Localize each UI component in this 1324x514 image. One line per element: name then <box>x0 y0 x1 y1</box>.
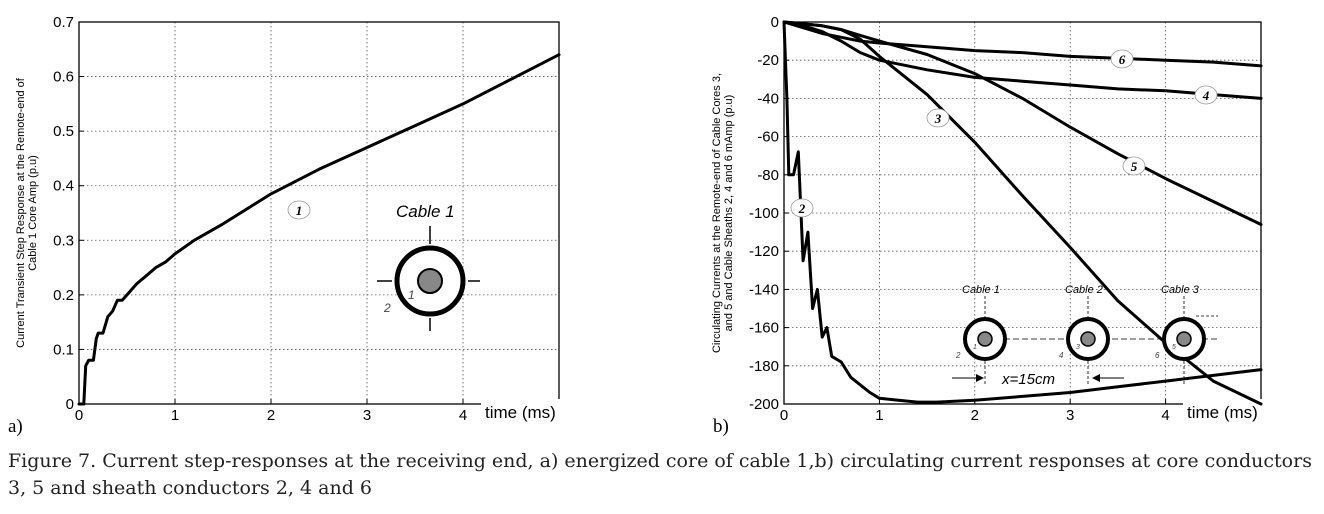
x-tick-label: 0 <box>780 407 788 424</box>
series-line-2 <box>782 20 1263 404</box>
caption-line-1: Figure 7. Current step-responses at the … <box>8 450 1312 472</box>
curve-label-bg <box>287 200 311 220</box>
x-tick-label: 3 <box>363 407 371 424</box>
y-tick-label: 0.6 <box>53 69 74 86</box>
sheath-label-2: 4 <box>1059 351 1064 360</box>
spacing-arrowhead <box>976 374 984 382</box>
y-tick-label: 0.5 <box>53 123 74 140</box>
figure-caption: Figure 7. Current step-responses at the … <box>8 448 1318 502</box>
caption-line-2: 3, 5 and sheath conductors 2, 4 and 6 <box>8 477 372 499</box>
chart-b: 0 1 2 3 4 0 -20 -40 -60 -80 -100 -120 -140 -160 -180 -2… <box>711 14 1263 437</box>
y-tick-label: 0.2 <box>53 287 74 304</box>
x-tick-label: 1 <box>171 407 179 424</box>
x-tick-label: 3 <box>1066 407 1074 424</box>
panel-label: a) <box>8 416 23 437</box>
cable-title-3: Cable 3 <box>1161 284 1200 296</box>
curve-label-bg <box>1122 156 1146 176</box>
y-tick-label: -20 <box>757 52 779 69</box>
y-tick-label: -60 <box>757 129 779 146</box>
sheath-label: 2 <box>383 301 391 315</box>
y-tick-label: 0 <box>771 14 779 31</box>
y-tick-label: -120 <box>749 243 779 260</box>
curve-label-1: 1 <box>296 203 303 218</box>
spacing-label: x=15cm <box>1001 371 1055 388</box>
y-tick-label: -200 <box>749 396 779 413</box>
y-tick-label: -100 <box>749 205 779 222</box>
panel-label: b) <box>713 416 729 437</box>
figure: 0 1 2 3 4 0 0.1 0.2 0.3 0.4 0.5 0.6 0.7 time (ms) Curr… <box>8 14 1263 437</box>
cable-inset-b: Cable 1 1 2 Cable 2 3 4 Cable 3 5 6 x=15cm <box>952 284 1218 388</box>
cable-core <box>417 268 443 294</box>
cable-1-title: Cable 1 <box>396 202 455 221</box>
sheath-label-3: 6 <box>1155 351 1160 360</box>
y-axis-label-line: Circulating Currents at the Remote-end o… <box>711 73 723 353</box>
chart-a: 0 1 2 3 4 0 0.1 0.2 0.3 0.4 0.5 0.6 0.7 time (ms) Curr… <box>8 14 561 437</box>
curve-label-2: 2 <box>798 201 806 216</box>
plot-frame <box>78 21 560 405</box>
y-axis-label: Circulating Currents at the Remote-end o… <box>711 73 735 353</box>
series-line-1 <box>77 53 561 406</box>
cable-title-2: Cable 2 <box>1065 284 1103 296</box>
curve-label-bg <box>926 108 950 128</box>
y-tick-label: -180 <box>749 358 779 375</box>
y-axis-label-line: and 5 and Cable Sheaths 2, 4 and 6 mAmp … <box>723 95 735 332</box>
y-axis-label-line: Cable 1 Core Amp (p.u) <box>27 155 39 271</box>
y-tick-label: -40 <box>757 90 779 107</box>
x-axis-label-bg <box>1183 399 1263 423</box>
x-axis-label: time (ms) <box>485 403 556 422</box>
curve-label-bg <box>1194 85 1218 105</box>
series-line-5 <box>782 20 1263 226</box>
y-tick-label: 0.3 <box>53 232 74 249</box>
x-axis-label-bg <box>481 399 561 423</box>
cable-inset-a: Cable 1 1 2 <box>377 202 480 331</box>
series-line-6 <box>782 20 1263 68</box>
y-tick-label: -140 <box>749 281 779 298</box>
curve-label-6: 6 <box>1119 52 1126 67</box>
curve-label-5: 5 <box>1131 159 1138 174</box>
cable-core-3 <box>1176 331 1192 347</box>
cable-core-1 <box>977 331 993 347</box>
spacing-arrowhead <box>1092 374 1100 382</box>
x-tick-label: 2 <box>971 407 979 424</box>
curve-label-3: 3 <box>934 111 942 126</box>
sheath-label-1: 2 <box>955 351 961 360</box>
x-tick-label: 1 <box>875 407 883 424</box>
curve-label-4: 4 <box>1202 88 1210 103</box>
y-tick-label: 0 <box>66 396 74 413</box>
y-tick-label: -160 <box>749 320 779 337</box>
y-tick-label: 0.7 <box>53 14 74 31</box>
x-tick-label: 0 <box>75 407 83 424</box>
x-tick-label: 4 <box>1161 407 1169 424</box>
y-axis-label-line: Current Transient Step Response at the R… <box>15 77 27 348</box>
curve-label-bg <box>790 198 814 218</box>
x-tick-label: 4 <box>459 407 467 424</box>
cable-core-2 <box>1080 331 1096 347</box>
y-tick-label: 0.1 <box>53 341 74 358</box>
core-label-3: 5 <box>1172 344 1176 351</box>
y-tick-label: -80 <box>757 167 779 184</box>
core-label-2: 3 <box>1076 344 1080 351</box>
core-label: 1 <box>408 288 415 302</box>
core-label-1: 1 <box>973 344 977 351</box>
y-axis-label: Current Transient Step Response at the R… <box>15 77 39 348</box>
x-axis-label: time (ms) <box>1187 403 1258 422</box>
curve-label-bg <box>1110 49 1134 69</box>
x-tick-label: 2 <box>267 407 275 424</box>
cable-title-1: Cable 1 <box>962 284 1000 296</box>
y-tick-label: 0.4 <box>53 178 74 195</box>
